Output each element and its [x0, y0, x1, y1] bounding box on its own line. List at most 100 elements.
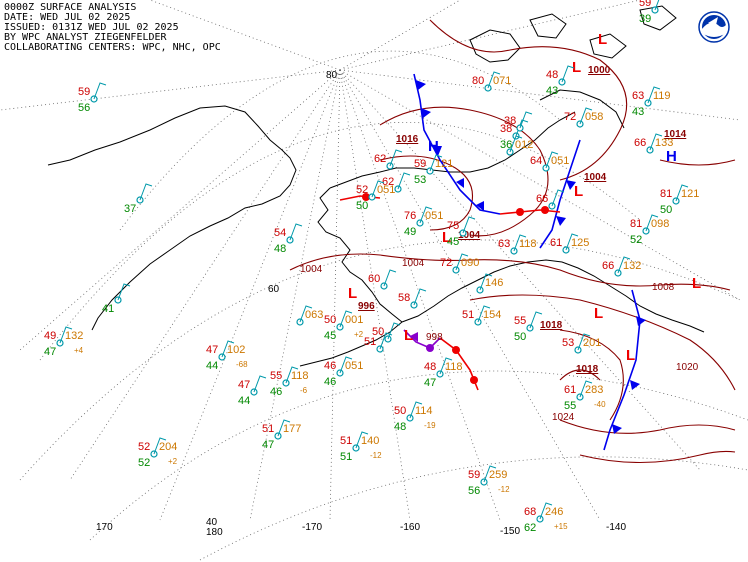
station-temperature: 62 [382, 176, 394, 188]
wind-barb [483, 465, 497, 483]
alaska-west-coast [317, 187, 403, 323]
station-plot: 61 55 283 -40 [564, 380, 606, 412]
station-dewpoint: 56 [78, 102, 90, 114]
longitude-label: -150 [500, 526, 520, 537]
station-temperature: 49 [44, 330, 56, 342]
station-dewpoint: 45 [324, 330, 336, 342]
station-plot: 63 118 [498, 234, 537, 255]
station-pressure: 098 [651, 218, 669, 230]
isobar-value: 1020 [676, 362, 699, 373]
wind-barb [455, 253, 469, 271]
station-pressure: 177 [283, 423, 301, 435]
wind-barb [139, 183, 153, 201]
station-plot: 62 [382, 172, 411, 193]
station-temperature: 52 [356, 184, 368, 196]
station-temperature: 63 [632, 90, 644, 102]
station-pressure: 146 [485, 277, 503, 289]
wind-barb [519, 111, 533, 129]
station-dewpoint: 56 [468, 485, 480, 497]
station-plot: 53 201 [562, 333, 601, 354]
station-pressure: 102 [227, 344, 245, 356]
coastlines [47, 5, 705, 367]
low-center-pressure: 996 [358, 301, 375, 312]
station-pressure: 063 [305, 309, 323, 321]
station-plot: 76 49 051 [404, 206, 443, 238]
station-dewpoint: 52 [630, 234, 642, 246]
station-dewpoint: 55 [564, 400, 576, 412]
wind-barb [654, 0, 660, 11]
longitude-label: -140 [606, 522, 626, 533]
station-temperature: 47 [206, 344, 218, 356]
station-pressure: 114 [415, 405, 433, 417]
hudson-coast [539, 89, 625, 129]
low-center-label: L [442, 229, 451, 246]
isobar-value: 1004 [300, 264, 323, 275]
station-tendency: +15 [554, 522, 568, 531]
low-center-label: L [594, 305, 603, 322]
station-dewpoint: 37 [124, 203, 136, 215]
header-line: ISSUED: 0131Z WED JUL 02 2025 [4, 22, 179, 33]
station-temperature: 68 [524, 506, 536, 518]
station-tendency: -6 [300, 386, 308, 395]
chukotka-coast [47, 105, 297, 331]
station-pressure: 118 [445, 361, 463, 373]
wind-barb [371, 180, 385, 198]
isobar-value: 998 [426, 332, 443, 343]
station-dewpoint: 48 [394, 421, 406, 433]
station-temperature: 72 [440, 257, 452, 269]
wind-barb [579, 380, 593, 398]
station-temperature: 52 [138, 441, 150, 453]
station-tendency: -19 [424, 421, 436, 430]
low-center-label: L [626, 347, 635, 364]
station-plot: 063 [296, 305, 323, 326]
arctic-islands [469, 5, 677, 63]
map-header: 0000Z SURFACE ANALYSIS DATE: WED JUL 02 … [4, 3, 221, 53]
station-temperature: 46 [324, 360, 336, 372]
station-dewpoint: 46 [324, 376, 336, 388]
station-plot: 52 50 051 [356, 180, 395, 212]
station-dewpoint: 62 [524, 522, 536, 534]
station-tendency: +2 [354, 330, 364, 339]
station-pressure: 090 [461, 257, 479, 269]
station-temperature: 81 [660, 188, 672, 200]
station-plot: 59 53 121 [414, 154, 453, 186]
station-temperature: 59 [468, 469, 480, 481]
wind-barb [439, 357, 453, 375]
header-line: 0000Z SURFACE ANALYSIS [4, 2, 137, 13]
station-pressure: 283 [585, 384, 603, 396]
high-center-pressure: 1016 [396, 134, 419, 145]
station-plot: 146 [476, 273, 503, 294]
station-plot: 68 62 246 +15 [524, 502, 568, 534]
station-temperature: 58 [398, 292, 410, 304]
station-dewpoint: 41 [102, 303, 114, 315]
wind-barb [419, 206, 433, 224]
station-dewpoint: 53 [414, 174, 426, 186]
station-plot: 51 154 [462, 305, 501, 326]
station-temperature: 51 [262, 423, 274, 435]
station-pressure: 125 [571, 237, 589, 249]
station-plot: 80 071 [472, 71, 511, 92]
station-plot: 50 [372, 322, 401, 343]
station-temperature: 55 [514, 315, 526, 327]
wind-barb [383, 269, 397, 287]
isobars [289, 19, 736, 464]
station-pressure: 201 [583, 337, 601, 349]
station-pressure: 118 [291, 370, 309, 382]
station-pressure: 058 [585, 111, 603, 123]
station-dewpoint: 47 [424, 377, 436, 389]
station-temperature: 66 [602, 260, 614, 272]
low-center-pressure: 1004 [584, 172, 607, 183]
station-plot: 63 43 119 [632, 86, 671, 118]
wind-barb [539, 502, 553, 520]
grid-labels: 80 60 40 170 180 -170 -160 -150 -140 [96, 70, 626, 538]
station-pressure: 133 [655, 137, 673, 149]
noaa-logo [698, 11, 730, 43]
low-center-label: L [692, 275, 701, 292]
wind-barb [617, 256, 631, 274]
cold-front-2 [539, 139, 581, 249]
